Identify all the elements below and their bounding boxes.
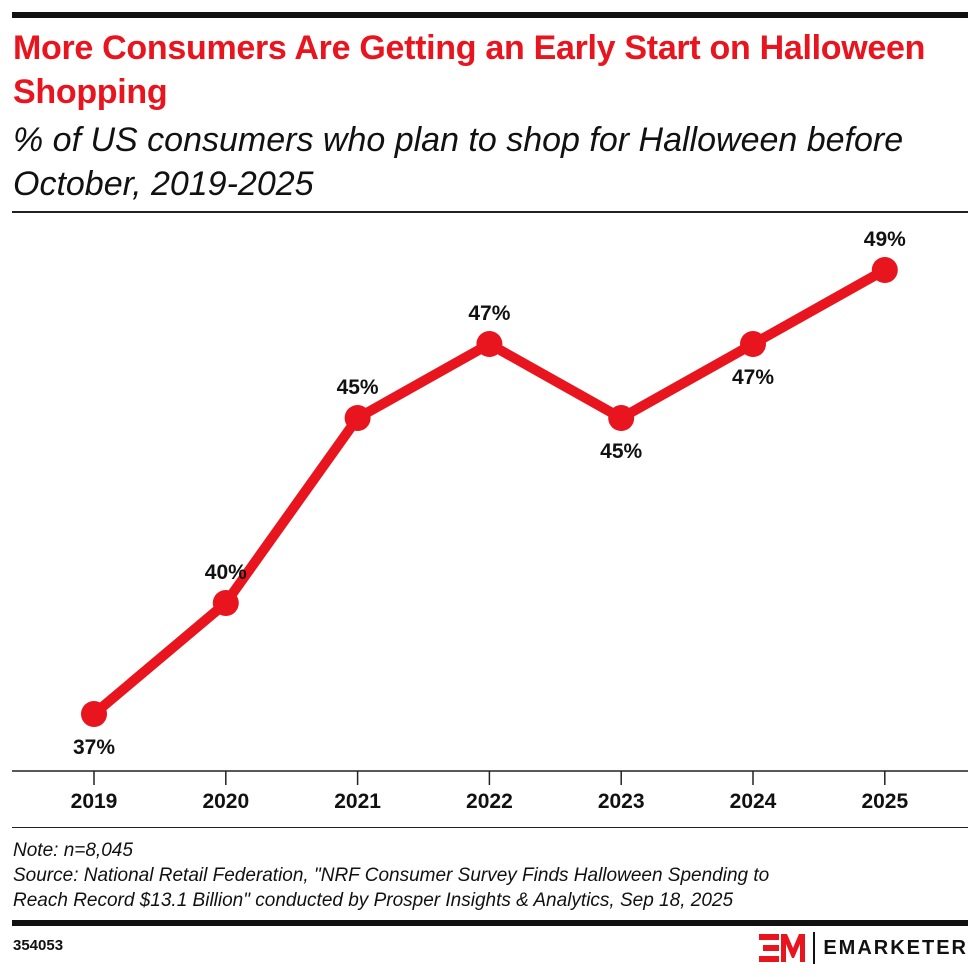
chart-subtitle: % of US consumers who plan to shop for H… <box>13 121 904 203</box>
data-label: 40% <box>205 561 247 584</box>
header-divider <box>12 211 968 213</box>
x-tick-label: 2021 <box>334 790 381 813</box>
chart-title: More Consumers Are Getting an Early Star… <box>13 29 926 111</box>
data-point <box>608 405 635 431</box>
notes: Note: n=8,045 Source: National Retail Fe… <box>13 838 769 913</box>
x-tick-label: 2019 <box>71 790 118 813</box>
x-tick-label: 2025 <box>861 790 908 813</box>
data-point <box>871 257 898 283</box>
brand-name: EMARKETER <box>823 936 968 959</box>
logo-divider <box>813 932 816 964</box>
chart-id: 354053 <box>13 937 64 954</box>
x-tick-label: 2024 <box>730 790 777 813</box>
data-label: 45% <box>337 376 379 399</box>
emarketer-logo: EMARKETER <box>759 932 968 964</box>
footer-divider <box>12 827 968 828</box>
data-label: 37% <box>73 736 115 759</box>
x-tick-label: 2020 <box>202 790 249 813</box>
data-point <box>344 405 371 431</box>
data-label: 47% <box>468 302 510 325</box>
data-point <box>212 590 239 616</box>
line-chart: 2019 2020 2021 2022 2023 2024 2025 37% 40% 45% 47%… <box>12 228 968 813</box>
bottom-bar <box>12 920 968 926</box>
data-label: 49% <box>864 228 906 251</box>
source-line: Source: National Retail Federation, "NRF… <box>13 865 770 886</box>
note: Note: n=8,045 <box>13 840 133 861</box>
x-tick-label: 2023 <box>598 790 645 813</box>
top-bar <box>12 12 968 18</box>
data-point <box>740 331 766 357</box>
data-label: 47% <box>732 366 774 389</box>
x-tick-label: 2022 <box>466 790 513 813</box>
data-point <box>81 701 107 727</box>
em-logo-icon <box>759 934 806 962</box>
data-label: 45% <box>600 440 642 463</box>
data-point <box>476 331 503 357</box>
source-line: Reach Record $13.1 Billion" conducted by… <box>13 890 734 911</box>
